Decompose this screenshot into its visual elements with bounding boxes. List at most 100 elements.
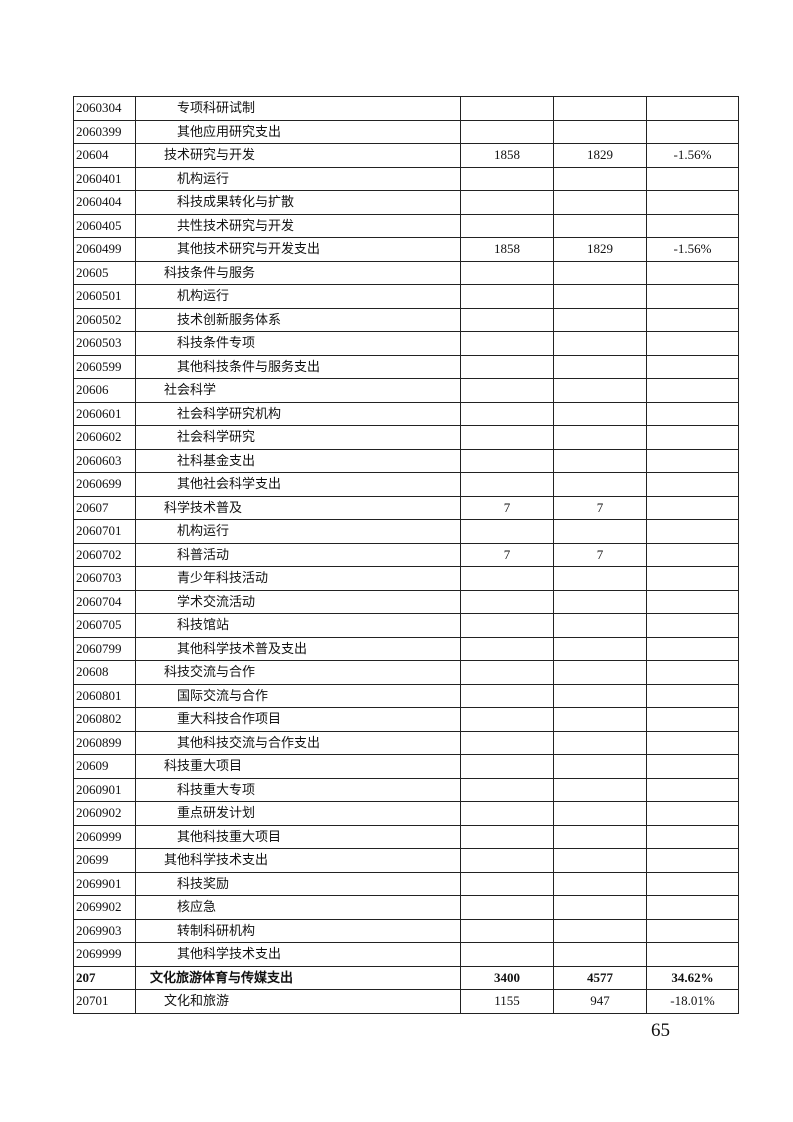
cell-name: 重点研发计划 [135,801,461,826]
cell-code: 2060499 [73,237,136,262]
table-row: 207 文化旅游体育与传媒支出 3400 4577 34.62% [73,965,739,990]
cell-value-2 [553,472,647,497]
cell-code: 2060501 [73,284,136,309]
cell-value-2 [553,425,647,450]
cell-value-2 [553,895,647,920]
table-row: 2060503 科技条件专项 [73,331,739,356]
cell-change-pct [646,683,739,708]
cell-value-2 [553,119,647,144]
cell-value-2 [553,213,647,238]
cell-code: 20605 [73,260,136,285]
table-row: 2060705 科技馆站 [73,613,739,638]
cell-change-pct [646,519,739,544]
cell-code: 2060799 [73,636,136,661]
table-row: 20701 文化和旅游 1155 947 -18.01% [73,989,739,1014]
cell-name: 科学技术普及 [135,495,461,520]
cell-change-pct [646,190,739,215]
table-row: 20699 其他科学技术支出 [73,848,739,873]
cell-change-pct [646,260,739,285]
table-row: 2060304 专项科研试制 [73,96,739,121]
cell-code: 2069903 [73,918,136,943]
cell-value-2 [553,942,647,967]
cell-value-1 [460,566,554,591]
cell-change-pct [646,824,739,849]
page-number: 65 [651,1020,670,1041]
cell-value-1: 1858 [460,237,554,262]
cell-code: 2060502 [73,307,136,332]
cell-value-1 [460,683,554,708]
cell-name: 社会科学研究 [135,425,461,450]
cell-change-pct [646,777,739,802]
cell-value-1 [460,448,554,473]
cell-change-pct [646,895,739,920]
cell-code: 2060702 [73,542,136,567]
cell-value-1 [460,942,554,967]
cell-name: 科技条件专项 [135,331,461,356]
cell-change-pct [646,613,739,638]
table-row: 2060704 学术交流活动 [73,589,739,614]
cell-change-pct [646,707,739,732]
cell-value-1 [460,472,554,497]
cell-code: 2060602 [73,425,136,450]
cell-name: 其他科技交流与合作支出 [135,730,461,755]
cell-code: 20604 [73,143,136,168]
cell-code: 20607 [73,495,136,520]
table-row: 2060599 其他科技条件与服务支出 [73,354,739,379]
cell-name: 其他科学技术支出 [135,848,461,873]
table-row: 20604 技术研究与开发 1858 1829 -1.56% [73,143,739,168]
cell-name: 其他技术研究与开发支出 [135,237,461,262]
cell-value-1 [460,636,554,661]
cell-code: 2060802 [73,707,136,732]
cell-value-1 [460,354,554,379]
table-row: 2060601 社会科学研究机构 [73,401,739,426]
cell-code: 2060405 [73,213,136,238]
cell-name: 科技成果转化与扩散 [135,190,461,215]
cell-value-2: 1829 [553,143,647,168]
cell-value-2 [553,918,647,943]
table-row: 2060703 青少年科技活动 [73,566,739,591]
cell-change-pct [646,754,739,779]
table-row: 2060501 机构运行 [73,284,739,309]
table-row: 20607 科学技术普及 7 7 [73,495,739,520]
cell-name: 其他应用研究支出 [135,119,461,144]
cell-value-1 [460,378,554,403]
table-row: 2060499 其他技术研究与开发支出 1858 1829 -1.56% [73,237,739,262]
cell-change-pct [646,96,739,121]
cell-change-pct [646,566,739,591]
cell-name: 科技重大项目 [135,754,461,779]
cell-code: 2060699 [73,472,136,497]
cell-value-2 [553,331,647,356]
cell-value-1 [460,754,554,779]
cell-code: 2069999 [73,942,136,967]
table-row: 2060404 科技成果转化与扩散 [73,190,739,215]
cell-change-pct: -1.56% [646,143,739,168]
cell-value-2: 4577 [553,965,647,990]
cell-change-pct [646,213,739,238]
cell-value-1 [460,307,554,332]
table-row: 2069901 科技奖励 [73,871,739,896]
cell-value-2 [553,307,647,332]
table-row: 2060999 其他科技重大项目 [73,824,739,849]
cell-change-pct [646,871,739,896]
table-row: 2060901 科技重大专项 [73,777,739,802]
cell-change-pct [646,448,739,473]
cell-value-1 [460,660,554,685]
cell-code: 2060304 [73,96,136,121]
cell-code: 2060801 [73,683,136,708]
cell-value-2 [553,378,647,403]
cell-change-pct [646,589,739,614]
cell-change-pct [646,472,739,497]
cell-value-2 [553,448,647,473]
cell-name: 共性技术研究与开发 [135,213,461,238]
cell-name: 社会科学研究机构 [135,401,461,426]
cell-code: 2060503 [73,331,136,356]
cell-value-2 [553,166,647,191]
cell-value-1 [460,166,554,191]
cell-code: 2060704 [73,589,136,614]
cell-change-pct [646,660,739,685]
cell-name: 其他科学技术普及支出 [135,636,461,661]
cell-value-1: 7 [460,542,554,567]
table-row: 20609 科技重大项目 [73,754,739,779]
cell-value-1 [460,848,554,873]
cell-value-2 [553,660,647,685]
